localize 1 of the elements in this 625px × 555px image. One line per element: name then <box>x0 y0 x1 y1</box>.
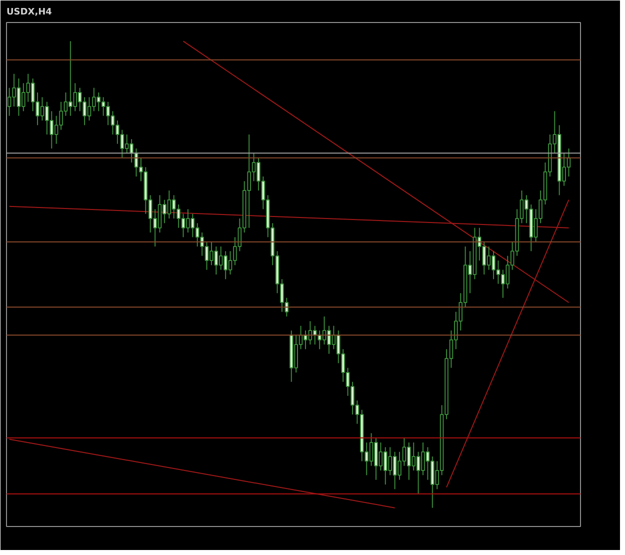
chart-title: USDX,H4 <box>6 8 52 18</box>
